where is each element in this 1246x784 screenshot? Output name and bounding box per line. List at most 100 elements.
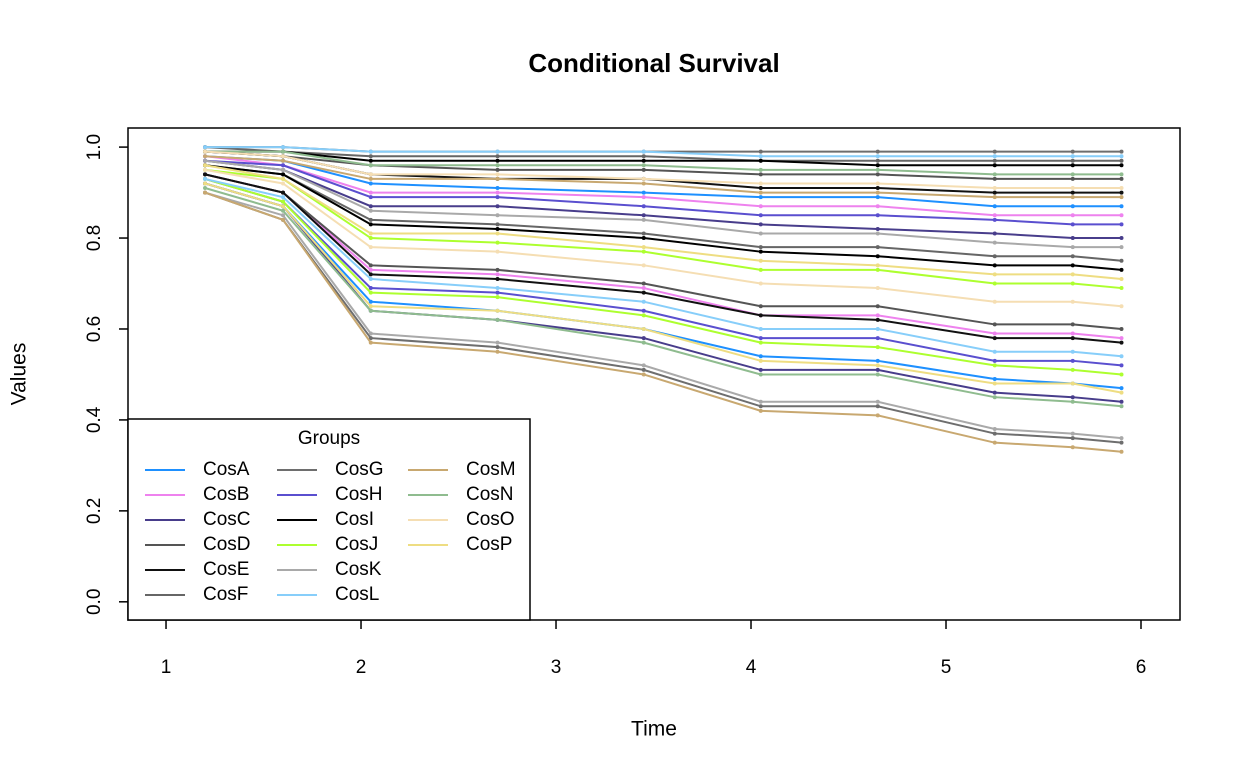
data-point xyxy=(758,267,763,272)
data-point xyxy=(992,158,997,163)
data-point xyxy=(875,204,880,209)
data-point xyxy=(1119,340,1124,345)
data-point xyxy=(368,245,373,250)
series-line xyxy=(204,187,1122,408)
data-point xyxy=(1070,245,1075,250)
data-point xyxy=(1119,276,1124,281)
data-point xyxy=(992,240,997,245)
data-point xyxy=(758,249,763,254)
data-point xyxy=(495,163,500,168)
data-point xyxy=(875,172,880,177)
series-line xyxy=(204,164,1122,280)
data-point xyxy=(1119,440,1124,445)
data-point xyxy=(495,286,500,291)
data-point xyxy=(1119,286,1124,291)
data-point xyxy=(875,154,880,159)
data-point xyxy=(1119,399,1124,404)
data-point xyxy=(495,240,500,245)
data-point xyxy=(1119,336,1124,341)
legend-label: CosL xyxy=(335,584,379,605)
data-point xyxy=(1119,195,1124,200)
data-point xyxy=(495,249,500,254)
data-point xyxy=(368,286,373,291)
data-point xyxy=(641,149,646,154)
data-point xyxy=(368,181,373,186)
data-point xyxy=(495,290,500,295)
data-point xyxy=(203,154,208,159)
data-point xyxy=(281,167,286,172)
data-point xyxy=(875,367,880,372)
data-point xyxy=(1070,436,1075,441)
series-line xyxy=(204,177,1122,376)
data-point xyxy=(758,190,763,195)
data-point xyxy=(203,145,208,150)
series-line xyxy=(204,159,1122,240)
series-line xyxy=(204,168,1122,308)
series-line xyxy=(205,146,1122,158)
data-point xyxy=(495,317,500,322)
data-point xyxy=(203,176,208,181)
legend-label: CosI xyxy=(335,509,374,530)
data-point xyxy=(758,213,763,218)
x-tick-label: 4 xyxy=(746,657,757,678)
data-point xyxy=(281,195,286,200)
data-point xyxy=(875,149,880,154)
data-point xyxy=(1070,358,1075,363)
data-point xyxy=(758,304,763,309)
data-point xyxy=(758,158,763,163)
data-point xyxy=(992,176,997,181)
series-line xyxy=(204,191,1122,453)
data-point xyxy=(758,167,763,172)
data-point xyxy=(1119,154,1124,159)
data-point xyxy=(281,213,286,218)
data-point xyxy=(1119,149,1124,154)
data-point xyxy=(758,195,763,200)
data-point xyxy=(281,176,286,181)
data-point xyxy=(641,340,646,345)
data-point xyxy=(1119,186,1124,191)
data-point xyxy=(875,336,880,341)
data-point xyxy=(758,340,763,345)
data-point xyxy=(1119,236,1124,241)
series-line xyxy=(204,182,1122,394)
data-point xyxy=(1070,254,1075,259)
data-point xyxy=(758,186,763,191)
data-point xyxy=(992,217,997,222)
data-point xyxy=(1070,322,1075,327)
data-point xyxy=(641,367,646,372)
data-point xyxy=(992,190,997,195)
series-line xyxy=(204,146,1122,162)
legend-label: CosB xyxy=(203,484,249,505)
x-tick-label: 2 xyxy=(356,657,367,678)
data-point xyxy=(875,231,880,236)
data-point xyxy=(495,345,500,350)
series-line xyxy=(205,150,1122,176)
data-point xyxy=(1119,386,1124,391)
data-point xyxy=(1119,449,1124,454)
data-point xyxy=(368,231,373,236)
data-point xyxy=(495,308,500,313)
data-point xyxy=(368,236,373,241)
data-point xyxy=(1070,158,1075,163)
data-point xyxy=(1070,149,1075,154)
data-point xyxy=(992,363,997,368)
data-point xyxy=(641,163,646,168)
series-line xyxy=(204,173,1122,330)
data-point xyxy=(641,290,646,295)
data-point xyxy=(641,245,646,250)
data-point xyxy=(758,372,763,377)
data-point xyxy=(1119,204,1124,209)
y-tick-label: 0.6 xyxy=(84,316,105,342)
data-point xyxy=(495,149,500,154)
data-point xyxy=(992,390,997,395)
series-line xyxy=(204,150,1122,190)
y-tick-label: 0.2 xyxy=(84,498,105,524)
data-point xyxy=(495,195,500,200)
data-point xyxy=(992,263,997,268)
data-point xyxy=(992,149,997,154)
data-point xyxy=(368,276,373,281)
data-point xyxy=(1070,154,1075,159)
x-tick-label: 5 xyxy=(941,657,952,678)
x-tick-label: 3 xyxy=(551,657,562,678)
